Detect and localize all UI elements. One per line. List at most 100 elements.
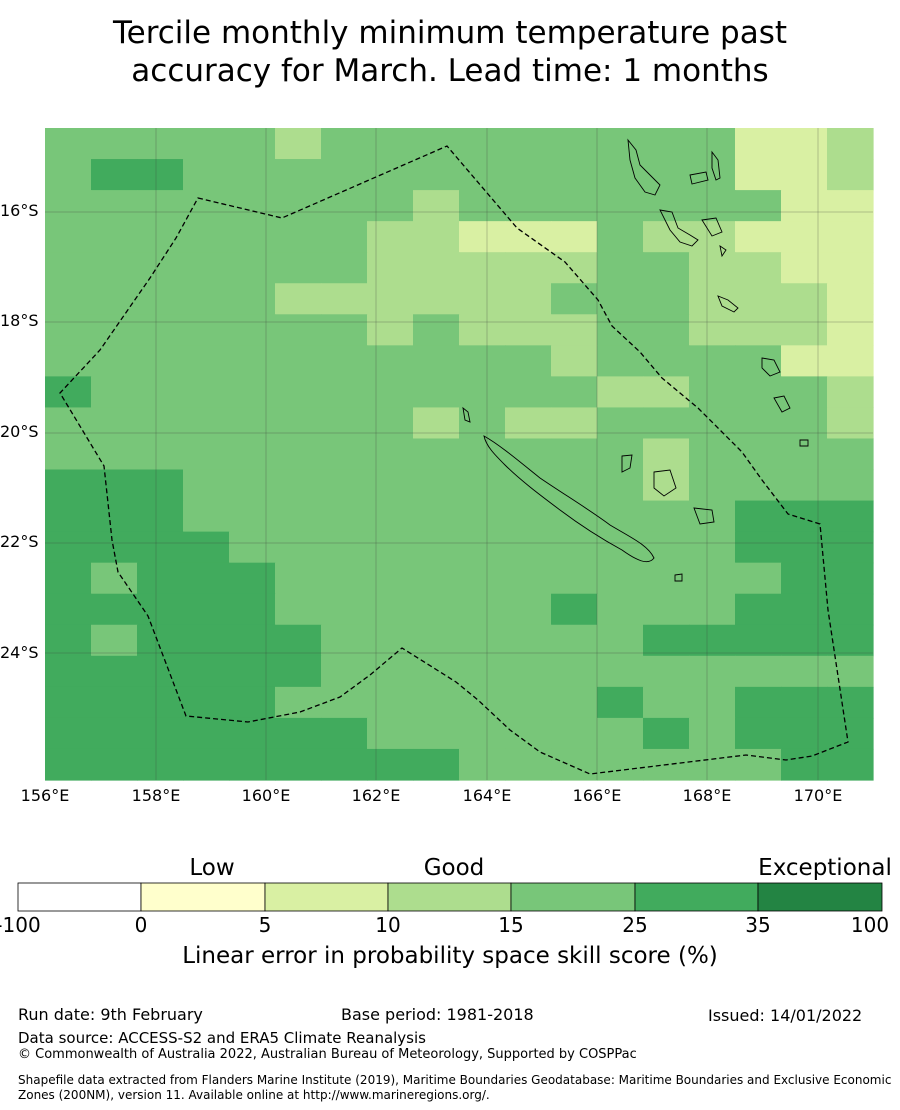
skill-cell	[91, 128, 138, 160]
skill-cell	[367, 593, 414, 626]
skill-cell	[781, 686, 828, 719]
cb-tick-25: 25	[622, 913, 648, 937]
skill-cell	[275, 717, 322, 750]
skill-cell	[275, 159, 322, 191]
skill-cell	[689, 531, 736, 564]
cb-tick-15: 15	[498, 913, 524, 937]
skill-cell	[45, 469, 92, 502]
lon-label-170e: 170°E	[793, 786, 843, 805]
island-outline	[799, 439, 809, 447]
skill-cell	[275, 624, 322, 657]
skill-cell	[597, 500, 644, 533]
skill-cell	[45, 407, 92, 440]
skill-cell	[551, 314, 598, 346]
lat-label-22s: 22°S	[0, 532, 39, 551]
skill-cell	[689, 376, 736, 409]
skill-cell	[827, 748, 874, 781]
skill-cell	[689, 469, 736, 502]
skill-cell	[229, 531, 276, 564]
skill-cell	[827, 686, 874, 719]
skill-cell	[275, 593, 322, 626]
skill-cell	[183, 407, 230, 440]
skill-cell	[413, 159, 460, 191]
skill-cell	[137, 593, 184, 626]
skill-cell	[91, 407, 138, 440]
skill-grid	[45, 128, 874, 781]
skill-cell	[505, 314, 552, 346]
island-outline	[674, 573, 683, 582]
skill-cell	[413, 562, 460, 595]
skill-cell	[643, 314, 690, 346]
skill-cell	[551, 748, 598, 781]
skill-cell	[183, 531, 230, 564]
skill-cell	[137, 655, 184, 688]
skill-cell	[459, 283, 506, 315]
island-outline	[653, 469, 677, 497]
skill-cell	[735, 159, 782, 191]
cb-tick-5: 5	[258, 913, 272, 937]
skill-cell	[367, 345, 414, 377]
category-good: Good	[423, 855, 485, 881]
skill-cell	[505, 562, 552, 595]
skill-cell	[459, 221, 506, 253]
skill-cell	[229, 500, 276, 533]
skill-cell	[367, 717, 414, 750]
skill-cell	[643, 345, 690, 377]
skill-cell	[91, 190, 138, 222]
skill-cell	[229, 221, 276, 253]
skill-cell	[459, 128, 506, 160]
skill-cell	[781, 655, 828, 688]
skill-cell	[781, 345, 828, 377]
island-outline	[693, 507, 715, 525]
skill-cell	[597, 624, 644, 657]
skill-cell	[183, 221, 230, 253]
skill-cell	[183, 345, 230, 377]
skill-cell	[735, 655, 782, 688]
skill-cell	[275, 376, 322, 409]
skill-cell	[827, 128, 874, 160]
skill-cell	[735, 531, 782, 564]
skill-cell	[781, 438, 828, 471]
skill-cell	[413, 128, 460, 160]
copyright: © Commonwealth of Australia 2022, Austra…	[18, 1047, 637, 1062]
skill-cell	[275, 283, 322, 315]
skill-cell	[827, 283, 874, 315]
skill-cell	[413, 748, 460, 781]
skill-cell	[459, 655, 506, 688]
lon-label-168e: 168°E	[682, 786, 732, 805]
skill-cell	[827, 562, 874, 595]
graticule	[45, 128, 873, 780]
skill-cell	[413, 655, 460, 688]
skill-cell	[275, 128, 322, 160]
skill-cell	[735, 686, 782, 719]
skill-cell	[827, 469, 874, 502]
skill-cell	[229, 624, 276, 657]
skill-cell	[689, 190, 736, 222]
skill-cell	[413, 314, 460, 346]
skill-cell	[781, 624, 828, 657]
run-date: Run date: 9th February	[18, 1005, 203, 1024]
cb-tick-35: 35	[745, 913, 771, 937]
skill-cell	[735, 562, 782, 595]
skill-cell	[551, 190, 598, 222]
skill-cell	[643, 252, 690, 284]
skill-cell	[413, 283, 460, 315]
skill-cell	[413, 469, 460, 502]
skill-cell	[321, 190, 368, 222]
skill-cell	[137, 438, 184, 471]
skill-cell	[459, 500, 506, 533]
skill-cell	[367, 469, 414, 502]
skill-cell	[91, 159, 138, 191]
skill-cell	[45, 562, 92, 595]
skill-cell	[367, 314, 414, 346]
skill-cell	[459, 252, 506, 284]
lon-label-156e: 156°E	[20, 786, 70, 805]
skill-cell	[551, 345, 598, 377]
chart-title: Tercile monthly minimum temperature past…	[0, 14, 900, 90]
skill-cell	[781, 283, 828, 315]
skill-cell	[229, 252, 276, 284]
skill-cell	[781, 159, 828, 191]
skill-cell	[45, 190, 92, 222]
skill-cell	[45, 376, 92, 409]
